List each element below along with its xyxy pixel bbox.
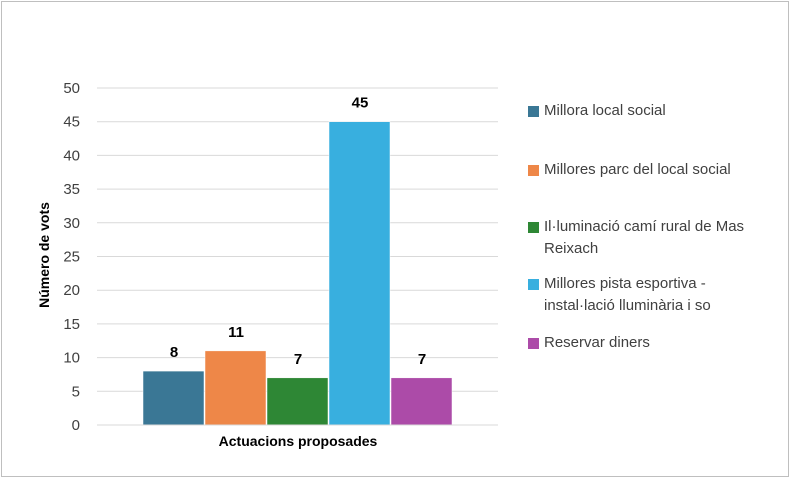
y-tick-label: 25: [63, 249, 80, 266]
data-label: 11: [228, 324, 244, 341]
y-tick-label: 5: [72, 383, 80, 400]
gridlines: [97, 87, 498, 392]
y-tick-label: 10: [63, 350, 80, 367]
legend-item: Reservar diners: [528, 332, 774, 354]
y-tick-label: 30: [63, 215, 80, 232]
legend-item: Millora local social: [528, 100, 774, 122]
y-tick-label: 50: [63, 80, 80, 97]
legend-label: Reservar diners: [544, 334, 650, 351]
y-tick-label: 35: [63, 181, 80, 198]
legend-label: Millores pista esportiva - instal·lació …: [544, 275, 711, 314]
x-axis-title: Actuacions proposades: [219, 433, 378, 449]
bar: [204, 350, 267, 426]
legend-swatch: [528, 106, 539, 117]
legend-label: Millora local social: [544, 102, 666, 119]
legend-label: Il·luminació camí rural de Mas Reixach: [544, 218, 745, 257]
legend-swatch: [528, 279, 539, 290]
data-label: 45: [352, 95, 369, 112]
legend-item: Il·luminació camí rural de Mas Reixach: [528, 216, 774, 260]
y-axis-title: Número de vots: [36, 202, 52, 308]
bar: [266, 377, 329, 426]
y-tick-label: 45: [63, 114, 80, 131]
y-tick-label: 40: [63, 147, 80, 164]
legend-swatch: [528, 165, 539, 176]
data-labels: 8 11 7 45 7: [170, 95, 426, 368]
y-tick-label: 15: [63, 316, 80, 333]
data-label: 8: [170, 344, 178, 361]
legend-item: Millores parc del local social: [528, 159, 774, 181]
data-label: 7: [294, 351, 302, 368]
bar: [328, 121, 391, 426]
y-axis-ticks: 0 5 10 15 20 25 30 35 40 45 50: [63, 80, 80, 434]
legend-item: Millores pista esportiva - instal·lació …: [528, 273, 774, 317]
data-label: 7: [418, 351, 426, 368]
y-tick-label: 0: [72, 417, 80, 434]
bar: [142, 370, 205, 426]
legend-swatch: [528, 338, 539, 349]
y-tick-label: 20: [63, 282, 80, 299]
legend-swatch: [528, 222, 539, 233]
bar: [390, 377, 453, 426]
bars: [142, 121, 453, 426]
legend-label: Millores parc del local social: [544, 161, 731, 178]
